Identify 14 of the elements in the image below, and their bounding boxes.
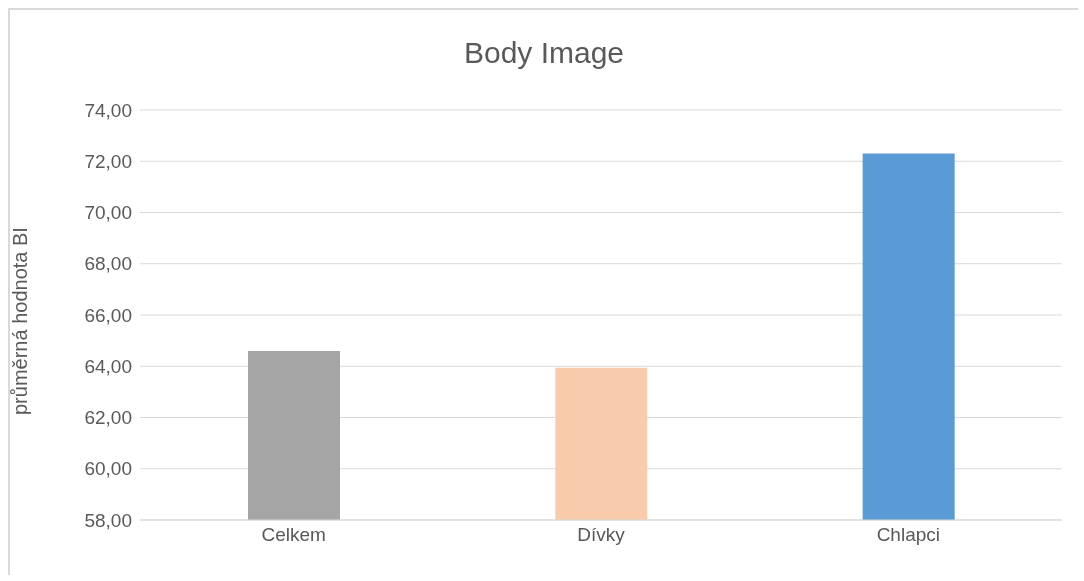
y-tick-label: 60,00 — [84, 458, 132, 480]
y-tick-label: 72,00 — [84, 150, 132, 172]
x-tick-label: Chlapci — [876, 524, 941, 546]
y-tick-label: 70,00 — [84, 202, 132, 224]
x-tick-label: Dívky — [577, 524, 626, 546]
y-tick-label: 58,00 — [84, 509, 132, 531]
y-tick-label: 68,00 — [84, 253, 132, 275]
x-tick-label: Celkem — [261, 524, 326, 546]
y-axis-title: průměrná hodnota BI — [9, 227, 32, 415]
chart-title: Body Image — [462, 36, 626, 70]
y-tick-label: 66,00 — [84, 304, 132, 326]
y-tick-label: 64,00 — [84, 355, 132, 377]
y-tick-label: 62,00 — [84, 407, 132, 429]
y-tick-label: 74,00 — [84, 99, 132, 121]
